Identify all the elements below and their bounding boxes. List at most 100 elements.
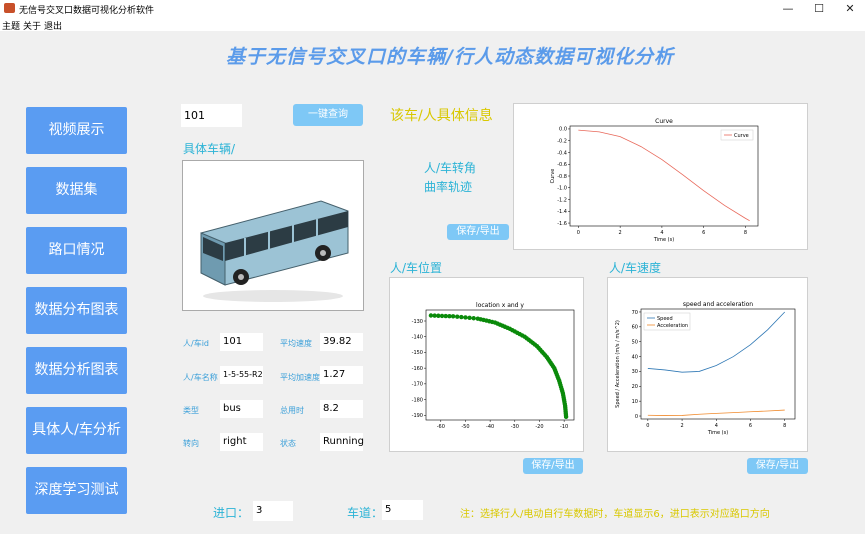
curve-chart: Curve 0 2 4 6 8 0.0 -0.2 -0.4 -0.6 -0.8 -1.0 -1.2 -1.…	[550, 118, 759, 243]
vehicle-name-label: 人/车名称	[183, 373, 218, 382]
export-curve-button[interactable]: 保存/导出	[447, 224, 509, 240]
position-chart: location x and y -60 -50 -40 -30 -20 -10 -130 -1…	[412, 302, 575, 430]
title-bar: 无信号交叉口数据可视化分析软件 — ☐ ✕	[0, 0, 865, 17]
y-tick-label: 60	[632, 325, 638, 331]
y-tick-label: 20	[632, 384, 638, 390]
turn-label: 转向	[183, 439, 199, 448]
y-tick-label: -140	[412, 335, 423, 341]
vehicle-id-field[interactable]: 101	[220, 333, 263, 351]
curve-label-1: 人/车转角	[424, 161, 477, 175]
nav-intersection-button[interactable]: 路口情况	[26, 227, 127, 274]
info-section-title: 该车/人具体信息	[390, 108, 493, 124]
close-button[interactable]: ✕	[845, 2, 855, 15]
export-position-button[interactable]: 保存/导出	[523, 458, 583, 474]
scatter-point	[450, 314, 456, 319]
x-tick-label: -20	[535, 424, 543, 430]
avg-speed-field[interactable]: 39.82	[320, 333, 363, 351]
avg-speed-label: 平均速度	[280, 339, 312, 348]
bus-icon	[200, 200, 349, 302]
maximize-button[interactable]: ☐	[814, 2, 824, 15]
x-tick-label: 8	[783, 423, 786, 429]
y-tick-label: 30	[632, 369, 638, 375]
scatter-point	[428, 313, 434, 318]
menu-exit[interactable]: 退出	[44, 22, 63, 32]
series-line-curve	[578, 129, 750, 222]
nav-analysis-chart-button[interactable]: 数据分析图表	[26, 347, 127, 394]
curve-label-2: 曲率轨迹	[424, 180, 473, 194]
y-tick-label: -0.2	[557, 139, 567, 145]
x-tick-label: 0	[646, 423, 649, 429]
plot-area	[425, 309, 575, 421]
y-tick-label: 70	[632, 310, 638, 316]
menu-theme[interactable]: 主题	[2, 22, 21, 32]
chart-title: location x and y	[476, 302, 524, 309]
nav-specific-analysis-button[interactable]: 具体人/车分析	[26, 407, 127, 454]
x-tick-label: 4	[660, 230, 663, 236]
nav-video-button[interactable]: 视频展示	[26, 107, 127, 154]
total-time-field[interactable]: 8.2	[320, 400, 363, 418]
speed-section-title: 人/车速度	[609, 261, 662, 275]
vehicle-name-field[interactable]: 1-5-55-R2	[220, 366, 263, 384]
scatter-point	[563, 414, 569, 420]
note-text: 注：选择行人/电动自行车数据时，车道显示6，进口表示对应路口方向	[460, 509, 770, 520]
scatter-point	[432, 313, 437, 318]
y-tick-label: -1.2	[557, 197, 567, 203]
chart-title: speed and acceleration	[683, 301, 753, 308]
status-field[interactable]: Running	[320, 433, 364, 451]
y-tick-label: -170	[412, 382, 423, 388]
nav-distribution-chart-button[interactable]: 数据分布图表	[26, 287, 127, 334]
y-tick-label: -1.4	[557, 209, 567, 215]
total-time-label: 总用时	[280, 406, 304, 415]
legend-label: Speed	[657, 316, 673, 322]
lane-label: 车道：	[347, 506, 384, 520]
x-tick-label: 8	[744, 230, 747, 236]
export-speed-button[interactable]: 保存/导出	[747, 458, 808, 474]
minimize-button[interactable]: —	[782, 2, 794, 15]
x-tick-label: 6	[702, 230, 705, 236]
status-label: 状态	[280, 439, 296, 448]
search-input[interactable]: 101	[181, 104, 242, 127]
turn-field[interactable]: right	[220, 433, 263, 451]
legend-box	[643, 312, 691, 331]
x-tick-label: 2	[619, 230, 622, 236]
x-tick-label: 0	[577, 230, 580, 236]
scatter-point	[443, 313, 448, 319]
entry-label: 进口：	[213, 506, 250, 520]
vehicle-image	[182, 160, 364, 311]
y-tick-label: -160	[412, 366, 423, 372]
y-tick-label: -130	[412, 319, 423, 325]
query-button[interactable]: 一键查询	[293, 104, 363, 126]
menu-about[interactable]: 关于	[23, 22, 42, 32]
scatter-point	[463, 315, 468, 320]
legend-label: Curve	[734, 133, 749, 139]
type-field[interactable]: bus	[220, 400, 263, 418]
position-chart-panel: location x and y -60 -50 -40 -30 -20 -10 -130 -1…	[389, 277, 584, 452]
x-tick-label: 6	[749, 423, 752, 429]
window-title: 无信号交叉口数据可视化分析软件	[19, 6, 155, 16]
avg-accel-field[interactable]: 1.27	[320, 366, 363, 384]
y-tick-label: 50	[632, 340, 638, 346]
legend-box	[720, 129, 754, 141]
app-icon	[4, 3, 15, 13]
scatter-point	[447, 313, 452, 319]
y-tick-label: 0.0	[559, 127, 567, 133]
y-axis-label: Speed / Acceleration (m/s / m/s^2)	[615, 320, 621, 408]
lane-field[interactable]: 5	[382, 500, 423, 520]
x-tick-label: -10	[560, 424, 568, 430]
y-tick-label: -0.6	[557, 162, 567, 168]
nav-dataset-button[interactable]: 数据集	[26, 167, 127, 214]
nav-deep-learning-button[interactable]: 深度学习测试	[26, 467, 127, 514]
x-axis-label: Time (s)	[707, 430, 728, 436]
y-tick-label: -150	[412, 350, 423, 356]
series-line-speed	[647, 311, 786, 373]
y-tick-label: 40	[632, 354, 638, 360]
vehicle-section-title: 具体车辆/	[183, 142, 236, 156]
x-axis-label: Time (s)	[653, 237, 674, 243]
avg-accel-label: 平均加速度	[280, 373, 320, 382]
x-tick-label: 2	[680, 423, 683, 429]
scatter-point	[467, 315, 472, 321]
x-tick-label: -60	[437, 424, 445, 430]
type-label: 类型	[183, 406, 199, 415]
entry-field[interactable]: 3	[253, 501, 293, 521]
